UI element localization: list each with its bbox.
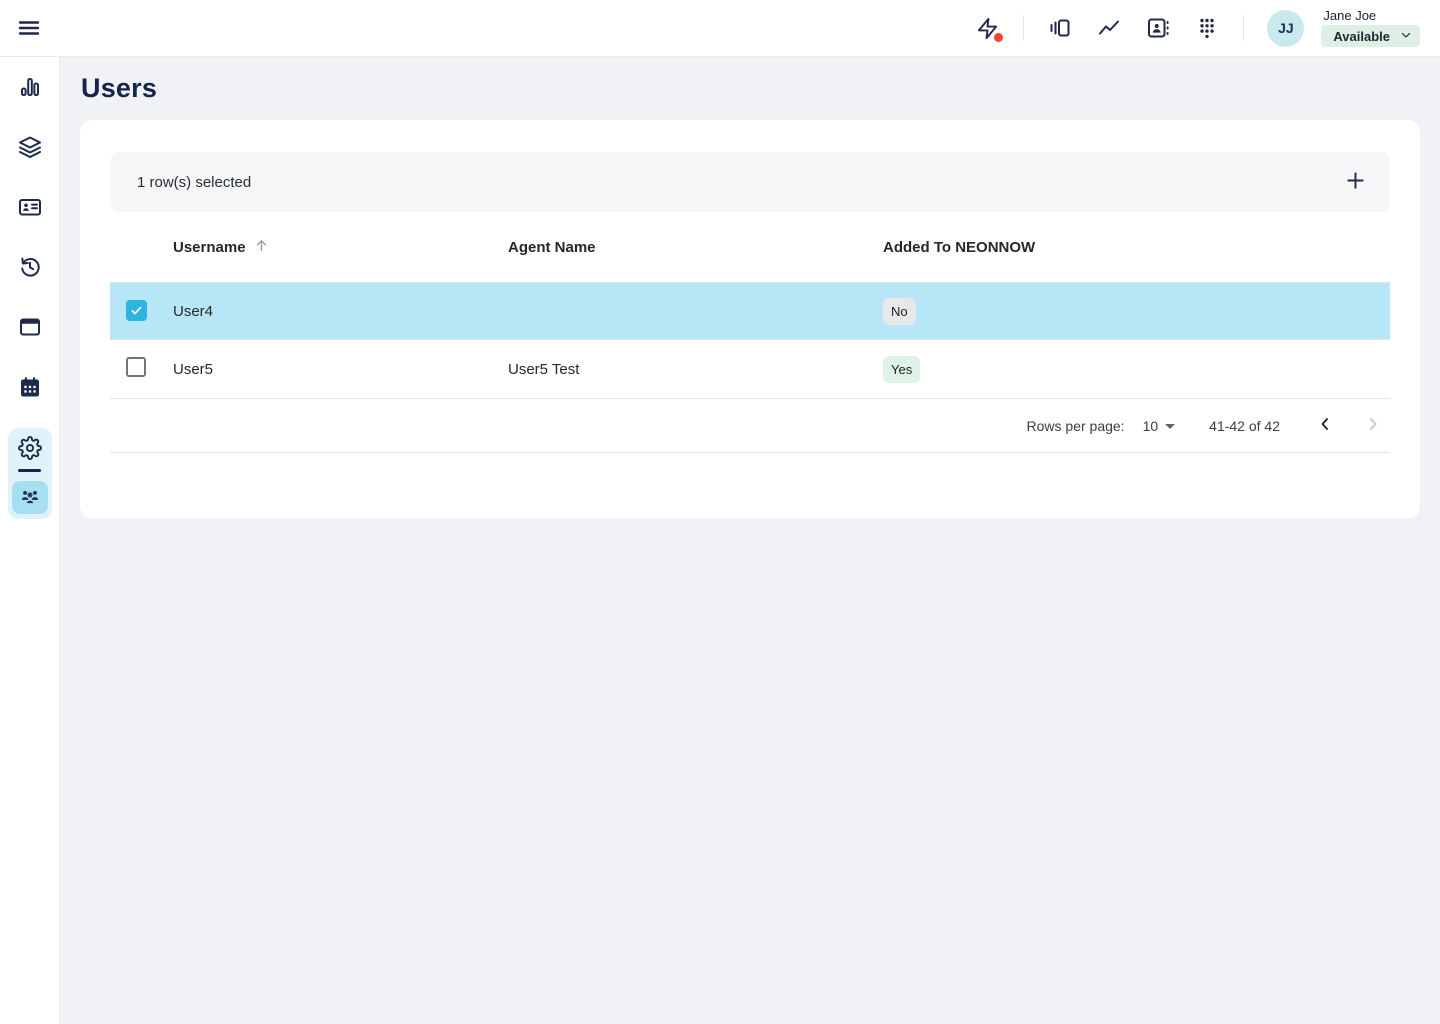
- user-name: Jane Joe: [1323, 8, 1377, 23]
- status-value: Available: [1333, 28, 1390, 44]
- chevron-right-icon: [1363, 414, 1383, 437]
- analytics-button[interactable]: [1096, 15, 1122, 41]
- sidebar-item-contact-card[interactable]: [17, 196, 43, 220]
- rows-per-page-value: 10: [1142, 417, 1159, 434]
- cell-username: User4: [173, 302, 214, 320]
- status-badge: No: [883, 297, 916, 325]
- bar-chart-icon: [18, 75, 42, 102]
- hamburger-icon: [17, 16, 41, 40]
- add-user-button[interactable]: [1332, 159, 1378, 205]
- contacts-icon: [1146, 16, 1170, 40]
- menu-toggle-button[interactable]: [16, 15, 42, 41]
- sidebar-item-calendar[interactable]: [17, 376, 43, 400]
- column-header-username-label: Username: [173, 238, 246, 256]
- topbar-actions: JJ Jane Joe Available: [974, 9, 1420, 47]
- gear-icon: [17, 435, 42, 463]
- table-header-row: Username Agent Name Added To NEONNOW: [110, 212, 1390, 283]
- user-block: Jane Joe Available: [1321, 9, 1420, 47]
- notification-dot: [994, 33, 1004, 42]
- status-select[interactable]: Available: [1321, 25, 1420, 47]
- sidebar-item-layers[interactable]: [17, 136, 43, 160]
- contacts-button[interactable]: [1145, 15, 1171, 41]
- topbar: JJ Jane Joe Available: [0, 0, 1440, 57]
- contact-card-icon: [17, 195, 43, 222]
- cell-agent-name: User5 Test: [508, 360, 580, 378]
- calendar-icon: [18, 375, 42, 402]
- status-badge: Yes: [883, 355, 921, 383]
- cell-username: User5: [173, 360, 214, 378]
- cell-added: Yes: [883, 355, 1390, 383]
- row-checkbox-cell: [110, 300, 173, 322]
- dropdown-arrow-icon: [1165, 424, 1176, 429]
- selection-count-text: 1 row(s) selected: [137, 173, 252, 191]
- rows-per-page-label: Rows per page:: [1026, 417, 1125, 434]
- plus-icon: [1344, 169, 1367, 195]
- sidebar-item-analytics[interactable]: [17, 76, 43, 100]
- rows-per-page-select[interactable]: 10: [1143, 418, 1176, 434]
- history-icon: [18, 255, 42, 282]
- topbar-divider: [1243, 15, 1245, 41]
- users-card: 1 row(s) selected Username Agent Name Ad…: [80, 120, 1420, 518]
- trend-chart-icon: [1097, 16, 1121, 40]
- column-header-username[interactable]: Username: [173, 237, 508, 258]
- chevron-left-icon: [1315, 414, 1335, 437]
- avatar-initials: JJ: [1278, 20, 1294, 36]
- topbar-divider: [1023, 15, 1025, 41]
- sidebar-item-window[interactable]: [17, 316, 43, 340]
- sort-arrow-up-icon: [253, 237, 270, 258]
- sidebar-item-settings[interactable]: [17, 435, 43, 463]
- sidebar-item-users[interactable]: [11, 481, 48, 514]
- dialpad-icon: [1195, 16, 1219, 40]
- pagination-bar: Rows per page: 10 41-42 of 42: [110, 399, 1390, 453]
- settings-group-divider: [18, 469, 41, 472]
- users-gear-icon: [19, 485, 41, 510]
- previous-page-button[interactable]: [1308, 409, 1342, 443]
- notifications-button[interactable]: [974, 15, 1004, 42]
- table-row[interactable]: User4 No: [110, 283, 1390, 340]
- column-header-added-to-neonnow[interactable]: Added To NEONNOW: [883, 238, 1036, 256]
- panels-icon: [1048, 16, 1072, 40]
- page-title: Users: [81, 73, 158, 103]
- dialpad-button[interactable]: [1194, 15, 1220, 41]
- window-icon: [18, 315, 42, 342]
- table-row[interactable]: User5 User5 Test Yes: [110, 340, 1390, 399]
- sidebar: [0, 57, 60, 1024]
- column-header-agent-name[interactable]: Agent Name: [508, 238, 596, 256]
- pagination-range: 41-42 of 42: [1209, 417, 1280, 434]
- selection-toolbar: 1 row(s) selected: [110, 152, 1390, 212]
- avatar[interactable]: JJ: [1267, 9, 1305, 47]
- settings-group: [7, 428, 52, 519]
- row-checkbox-cell: [110, 357, 173, 381]
- next-page-button[interactable]: [1356, 409, 1390, 443]
- pagination-nav: [1308, 409, 1390, 443]
- checkbox-unchecked[interactable]: [126, 357, 146, 377]
- sidebar-item-history[interactable]: [17, 256, 43, 280]
- main-content: Users 1 row(s) selected Username Agent N: [60, 57, 1440, 1024]
- checkbox-checked[interactable]: [126, 300, 147, 321]
- cell-added: No: [883, 297, 1390, 325]
- layers-icon: [18, 135, 42, 162]
- chevron-down-icon: [1400, 29, 1412, 44]
- zap-icon: [976, 17, 999, 40]
- panels-button[interactable]: [1047, 15, 1073, 41]
